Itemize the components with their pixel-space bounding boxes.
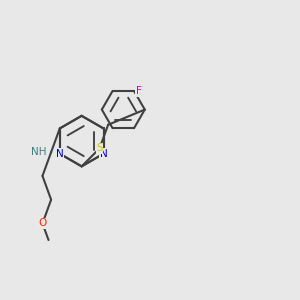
Text: F: F [136, 86, 141, 96]
Text: NH: NH [31, 147, 47, 157]
Text: N: N [100, 149, 107, 159]
Text: O: O [38, 218, 46, 228]
Text: N: N [56, 149, 64, 159]
Text: S: S [96, 143, 103, 154]
